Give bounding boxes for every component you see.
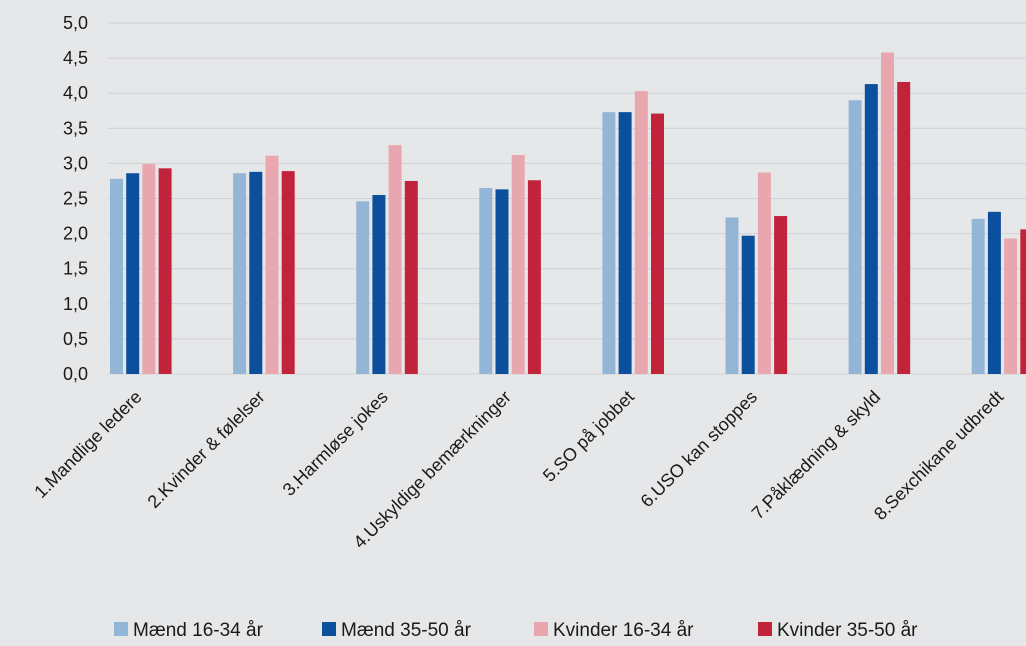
legend: Mænd 16-34 år Mænd 35-50 år Kvinder 16-34 … [114,620,918,641]
category-label: 8.Sexchikane udbredt [870,387,1007,524]
bar [356,201,370,374]
y-tick-label: 3,0 [63,153,88,173]
bar [527,180,541,374]
y-tick-label: 4,0 [63,83,88,103]
bar [110,178,123,374]
category-label: 3.Harmløse jokes [279,387,392,500]
legend-label: Kvinder 16-34 år [553,620,694,641]
y-tick-label: 1,0 [63,294,88,314]
legend-swatch [322,622,336,636]
bar [249,171,263,374]
bar [774,216,788,374]
legend-label: Kvinder 35-50 år [777,620,918,641]
bar [372,194,386,374]
bar [511,154,525,374]
bars [110,52,1026,375]
bar [233,173,247,374]
bar [741,235,755,374]
category-label: 6.USO kan stoppes [637,387,762,512]
y-tick-label: 5,0 [63,13,88,33]
bar [126,173,140,374]
bar [757,172,771,374]
bar [388,145,402,374]
bar [618,112,632,375]
bar [1004,238,1018,374]
category-label: 5.SO på jobbet [539,387,638,486]
category-label: 2.Kvinder & følelser [144,387,269,512]
bar [495,189,509,374]
y-axis-tick-labels: 0,0 0,5 1,0 1,5 2,0 2,5 3,0 3,5 4,0 4,5 5,0 [63,13,88,384]
bar [281,171,295,374]
bar [142,164,156,374]
legend-swatch [114,622,128,636]
y-tick-label: 2,5 [63,189,88,209]
bar [602,112,616,375]
y-tick-label: 0,0 [63,364,88,384]
bar [897,81,911,374]
y-tick-label: 3,5 [63,118,88,138]
legend-swatch [758,622,772,636]
y-tick-label: 4,5 [63,48,88,68]
bar [971,218,985,374]
bar [1020,229,1026,374]
bar [848,100,862,374]
legend-label: Mænd 16-34 år [133,620,264,641]
bar [479,187,493,374]
bar [265,155,279,374]
bar [881,52,894,374]
bar [725,217,739,374]
bar [634,91,648,375]
legend-label: Mænd 35-50 år [341,620,472,641]
bar [864,84,878,374]
y-tick-label: 0,5 [63,329,88,349]
category-label: 1.Mandlige ledere [30,387,145,502]
bar [651,113,664,375]
y-tick-label: 2,0 [63,224,88,244]
bar [987,211,1001,374]
legend-swatch [534,622,548,636]
bar [158,168,172,374]
y-tick-label: 1,5 [63,259,88,279]
bar [404,180,418,374]
category-label: 7.Påklædning & skyld [748,387,885,524]
